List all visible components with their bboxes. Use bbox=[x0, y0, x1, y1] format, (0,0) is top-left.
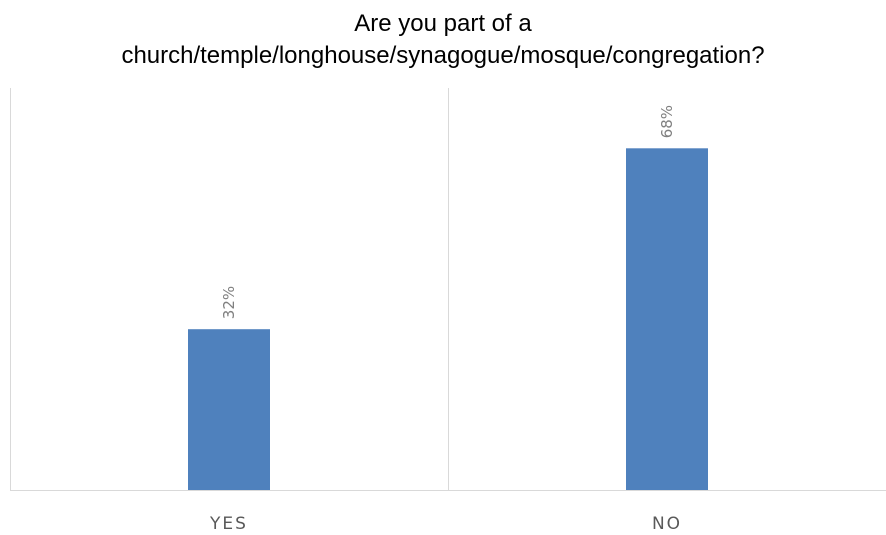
bar-yes bbox=[188, 329, 270, 490]
chart-title: Are you part of a church/temple/longhous… bbox=[0, 8, 886, 72]
chart-title-line-1: Are you part of a bbox=[354, 10, 532, 37]
chart-title-line-2: church/temple/longhouse/synagogue/mosque… bbox=[121, 42, 765, 69]
plot-area: 32% YES 68% NO bbox=[10, 88, 886, 534]
bar-no bbox=[626, 148, 708, 491]
data-label-yes: 32% bbox=[220, 286, 238, 319]
x-tick-label-no: NO bbox=[652, 514, 682, 534]
data-label-no: 68% bbox=[658, 105, 676, 138]
x-tick-label-yes: YES bbox=[209, 514, 248, 534]
